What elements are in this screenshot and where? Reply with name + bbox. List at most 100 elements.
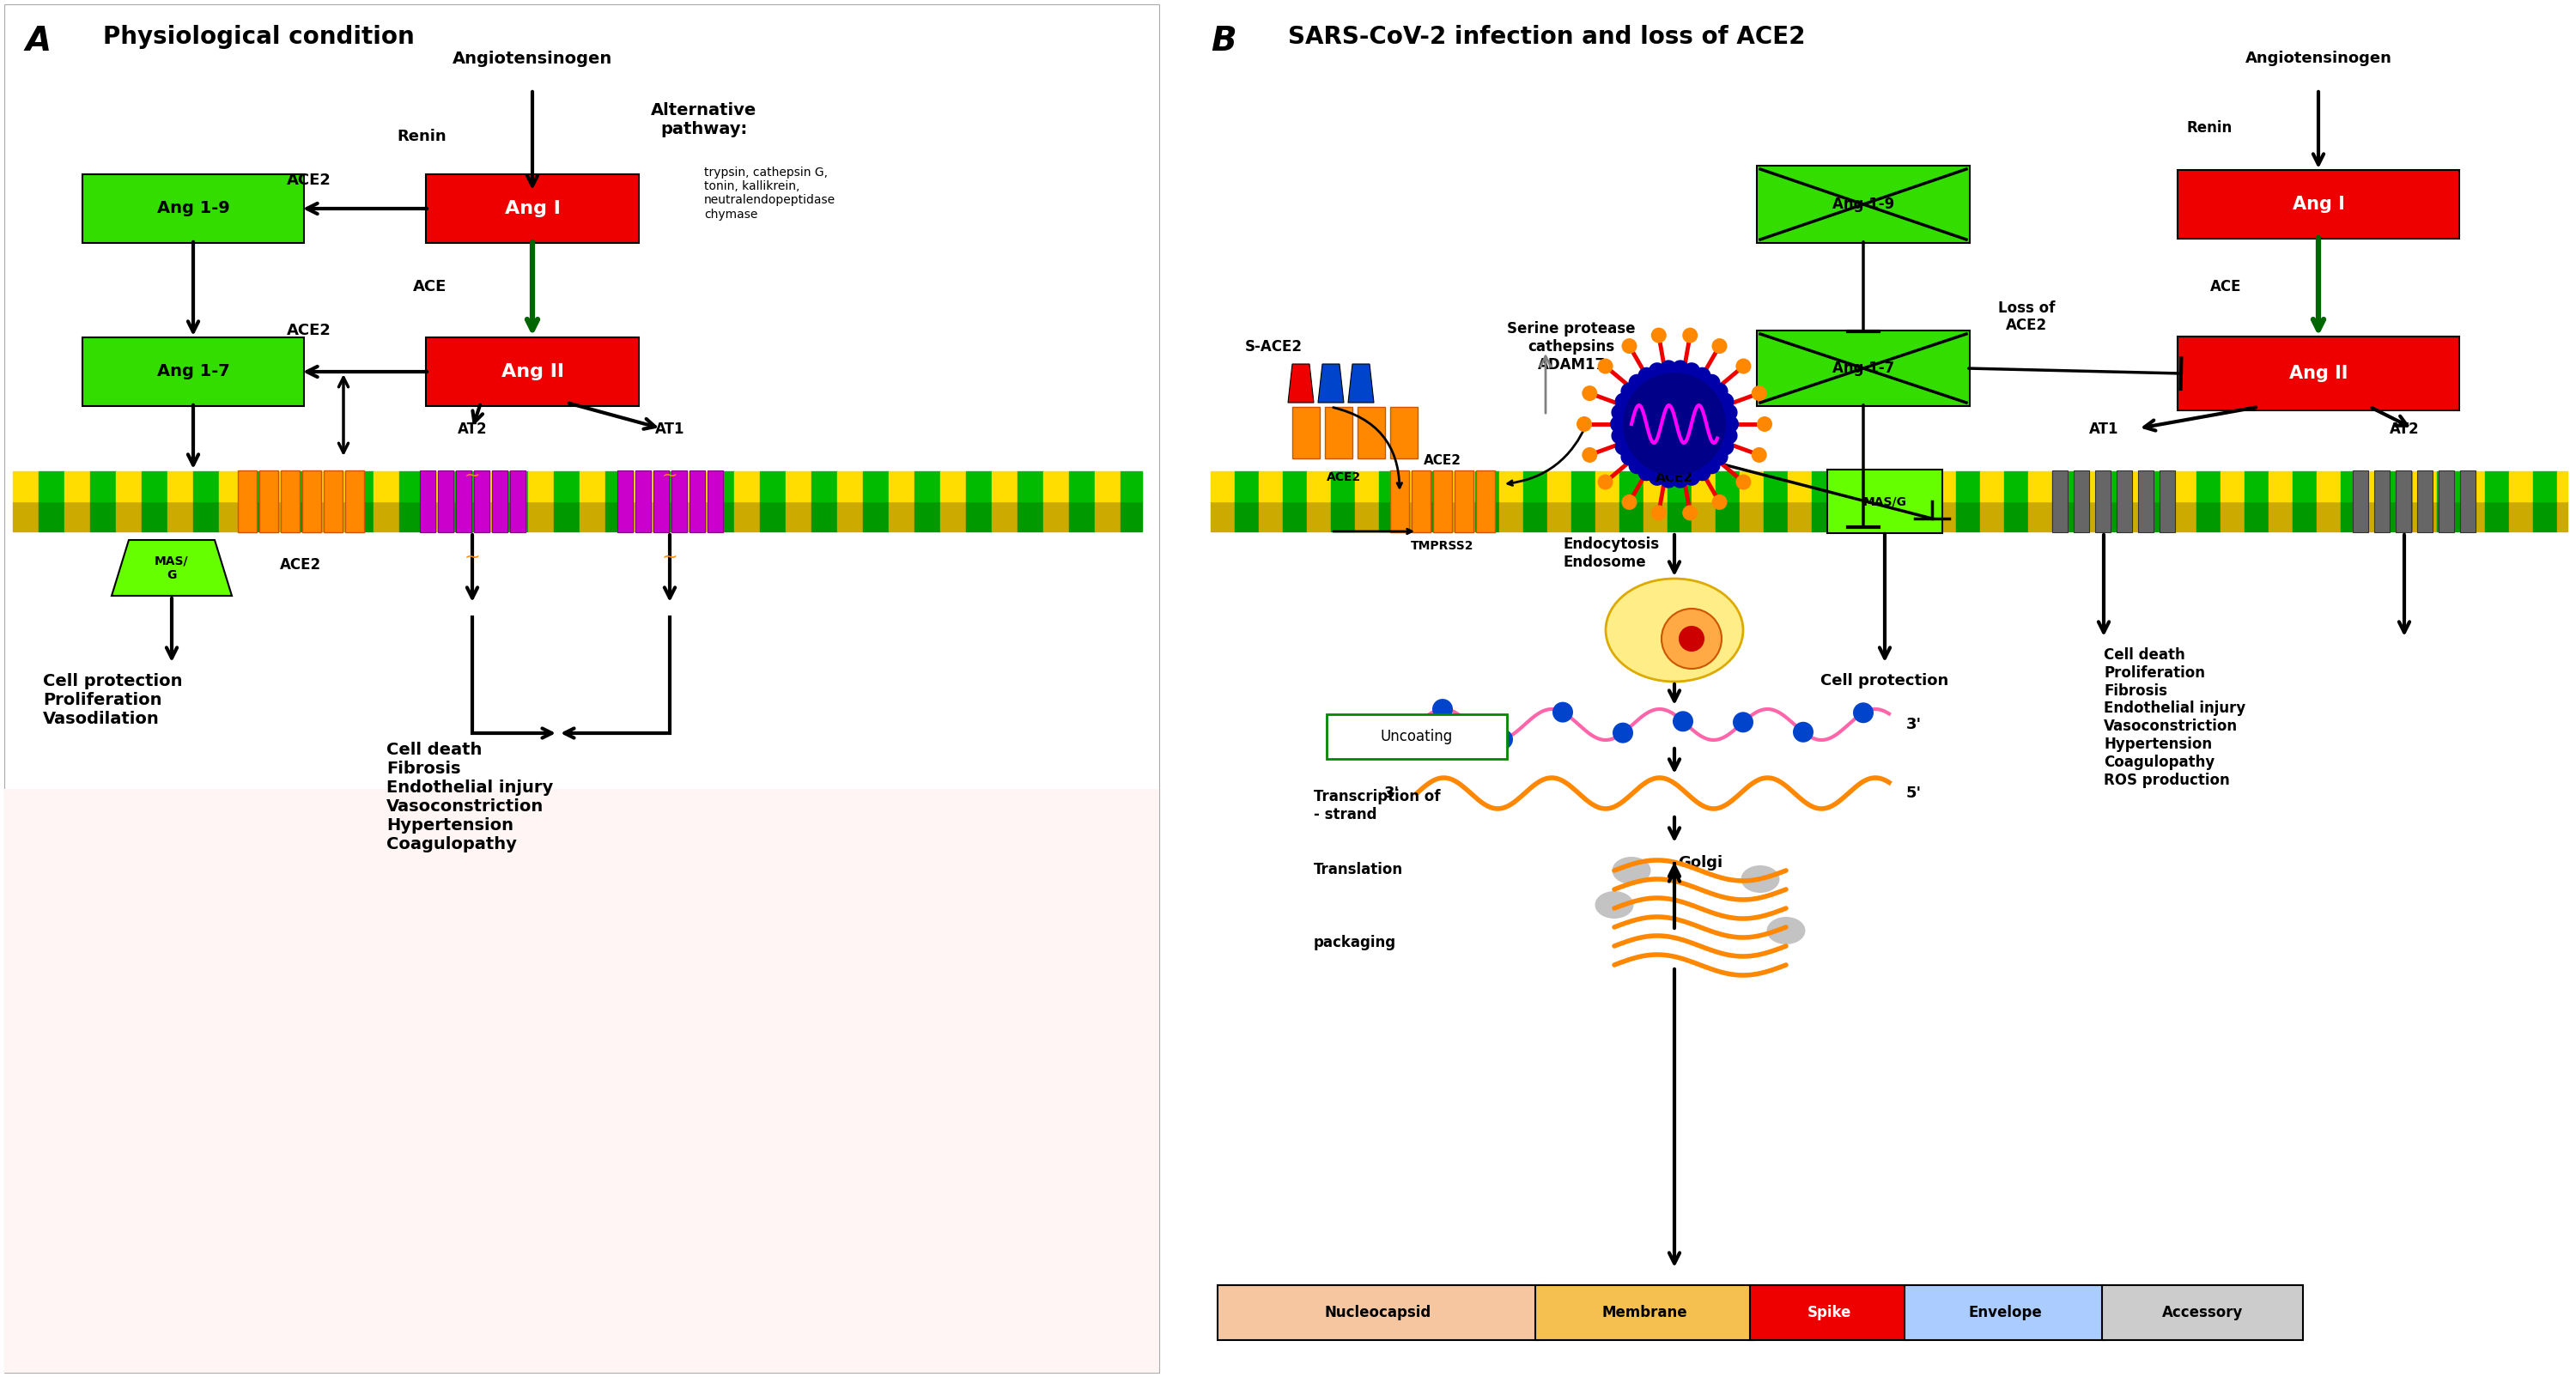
Text: Accessory: Accessory bbox=[2161, 1305, 2244, 1321]
Bar bbox=[670, 471, 685, 533]
Bar bbox=[1595, 471, 1620, 501]
Bar bbox=[786, 501, 811, 532]
Bar bbox=[1932, 471, 1955, 501]
Circle shape bbox=[1793, 722, 1814, 742]
FancyBboxPatch shape bbox=[2177, 169, 2460, 238]
FancyBboxPatch shape bbox=[1218, 1285, 1538, 1340]
Bar bbox=[451, 501, 477, 532]
Bar bbox=[2074, 471, 2089, 533]
Bar bbox=[1378, 501, 1404, 532]
Bar bbox=[1283, 501, 1306, 532]
Bar bbox=[2053, 471, 2069, 533]
Bar bbox=[708, 471, 734, 501]
Bar bbox=[425, 501, 451, 532]
Bar bbox=[2439, 471, 2455, 533]
Bar bbox=[193, 471, 219, 501]
Bar bbox=[2197, 471, 2221, 501]
Bar bbox=[760, 471, 786, 501]
Circle shape bbox=[1623, 373, 1726, 475]
Bar bbox=[2099, 471, 2125, 501]
Bar bbox=[167, 471, 193, 501]
Circle shape bbox=[1620, 449, 1638, 465]
Bar bbox=[1571, 471, 1595, 501]
Bar bbox=[477, 501, 502, 532]
Circle shape bbox=[1577, 416, 1592, 432]
Text: Angiotensinogen: Angiotensinogen bbox=[2246, 51, 2391, 66]
Bar bbox=[1837, 471, 1860, 501]
Text: Cell protection: Cell protection bbox=[1821, 673, 1947, 688]
Circle shape bbox=[1651, 328, 1667, 343]
Text: 3': 3' bbox=[1906, 717, 1922, 733]
Bar bbox=[992, 471, 1018, 501]
Bar bbox=[142, 471, 167, 501]
Bar bbox=[1234, 471, 1260, 501]
Bar bbox=[2269, 471, 2293, 501]
Text: SARS-CoV-2 infection and loss of ACE2: SARS-CoV-2 infection and loss of ACE2 bbox=[1288, 25, 1806, 50]
Bar bbox=[1667, 501, 1692, 532]
Circle shape bbox=[1628, 375, 1646, 391]
Circle shape bbox=[1597, 474, 1613, 490]
Text: 3': 3' bbox=[1383, 785, 1399, 801]
Text: ACE2: ACE2 bbox=[286, 172, 332, 189]
Bar bbox=[1043, 471, 1069, 501]
Bar bbox=[2138, 471, 2154, 533]
Bar bbox=[734, 501, 760, 532]
Circle shape bbox=[1615, 438, 1633, 456]
Bar bbox=[2342, 471, 2365, 501]
Bar bbox=[2460, 471, 2486, 501]
Bar bbox=[345, 471, 363, 533]
Bar bbox=[1788, 501, 1811, 532]
Bar bbox=[1306, 471, 1332, 501]
Bar bbox=[1739, 501, 1765, 532]
Bar bbox=[1716, 471, 1739, 501]
Text: ~: ~ bbox=[464, 467, 479, 485]
Bar bbox=[2388, 501, 2414, 532]
Circle shape bbox=[1680, 625, 1705, 651]
Bar bbox=[2244, 471, 2269, 501]
FancyBboxPatch shape bbox=[1826, 470, 1942, 533]
Bar bbox=[510, 471, 526, 533]
Circle shape bbox=[1710, 383, 1728, 399]
Bar bbox=[1412, 471, 1430, 533]
FancyBboxPatch shape bbox=[1535, 1285, 1754, 1340]
Bar bbox=[2117, 471, 2133, 533]
Bar bbox=[281, 471, 299, 533]
Bar bbox=[325, 471, 343, 533]
Circle shape bbox=[1649, 468, 1667, 486]
Circle shape bbox=[1628, 457, 1646, 474]
Bar bbox=[811, 471, 837, 501]
Text: Transcription of
- strand: Transcription of - strand bbox=[1314, 789, 1440, 822]
Circle shape bbox=[1703, 375, 1721, 391]
Bar bbox=[1522, 471, 1548, 501]
Circle shape bbox=[1610, 416, 1628, 432]
Bar bbox=[90, 471, 116, 501]
Bar bbox=[1404, 471, 1427, 501]
Circle shape bbox=[1582, 386, 1597, 401]
Bar bbox=[1043, 501, 1069, 532]
Bar bbox=[1121, 501, 1141, 532]
Bar bbox=[2125, 501, 2148, 532]
Text: Ang 1-7: Ang 1-7 bbox=[1832, 361, 1893, 376]
Bar bbox=[580, 471, 605, 501]
Bar bbox=[1283, 471, 1306, 501]
Bar bbox=[706, 471, 721, 533]
Bar bbox=[2172, 501, 2197, 532]
Bar bbox=[245, 471, 270, 501]
Bar bbox=[2076, 471, 2099, 501]
Bar bbox=[2509, 501, 2532, 532]
Bar bbox=[1860, 471, 1883, 501]
Bar bbox=[2027, 501, 2053, 532]
Text: Ang 1-9: Ang 1-9 bbox=[1832, 197, 1893, 212]
FancyBboxPatch shape bbox=[1327, 715, 1507, 759]
Bar bbox=[1121, 471, 1141, 501]
Bar bbox=[1788, 471, 1811, 501]
Bar bbox=[142, 501, 167, 532]
Bar bbox=[1955, 501, 1981, 532]
Bar bbox=[786, 471, 811, 501]
Bar bbox=[2375, 471, 2391, 533]
Bar bbox=[270, 471, 296, 501]
Polygon shape bbox=[1288, 364, 1314, 402]
Bar bbox=[1739, 471, 1765, 501]
Bar bbox=[1391, 408, 1417, 459]
Bar bbox=[1765, 471, 1788, 501]
